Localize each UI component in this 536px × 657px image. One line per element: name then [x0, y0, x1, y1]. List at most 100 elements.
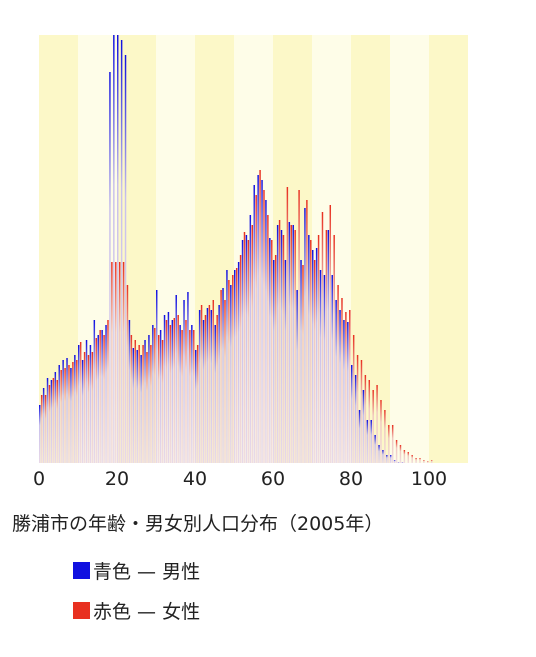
- bar: [177, 315, 179, 463]
- bar: [401, 462, 404, 463]
- bar: [278, 220, 281, 463]
- bar: [380, 400, 382, 463]
- bar: [60, 370, 62, 463]
- bar: [126, 285, 129, 463]
- bar: [124, 55, 127, 463]
- x-tick-label: 0: [33, 468, 45, 490]
- bar: [58, 365, 60, 463]
- bar: [333, 235, 335, 463]
- bar: [269, 238, 271, 463]
- bar: [99, 330, 101, 463]
- bar: [224, 300, 226, 463]
- bar: [343, 320, 345, 463]
- x-tick-label: 80: [339, 468, 363, 490]
- bar: [325, 230, 328, 463]
- bar: [276, 225, 279, 463]
- bar: [345, 312, 347, 463]
- bar: [335, 300, 337, 463]
- bar: [214, 325, 216, 463]
- bar: [117, 35, 119, 463]
- bar: [351, 365, 353, 463]
- bar: [191, 325, 193, 463]
- bar: [39, 405, 41, 463]
- bar: [134, 340, 137, 463]
- bar: [390, 455, 392, 463]
- bar: [183, 300, 185, 463]
- bar: [113, 35, 115, 463]
- bar: [352, 335, 355, 463]
- bar: [259, 170, 261, 463]
- bar: [251, 225, 254, 463]
- bar: [313, 260, 316, 463]
- bar: [103, 335, 105, 463]
- bar: [210, 310, 213, 463]
- bar: [319, 270, 322, 463]
- bar: [378, 445, 380, 463]
- x-tick-label: 100: [411, 468, 447, 490]
- legend-swatch: [73, 562, 90, 579]
- bar: [195, 350, 197, 463]
- bar: [87, 355, 90, 463]
- bar: [163, 315, 166, 463]
- bar: [72, 362, 74, 463]
- bar: [300, 260, 302, 463]
- bar: [78, 345, 80, 463]
- bar: [312, 250, 314, 463]
- bar: [360, 360, 363, 463]
- bar: [393, 460, 396, 463]
- bar: [232, 275, 234, 463]
- bar: [132, 348, 135, 463]
- legend-swatch: [73, 602, 90, 619]
- bar: [391, 425, 394, 463]
- bar: [74, 355, 76, 463]
- bar: [288, 222, 291, 463]
- bar: [403, 450, 406, 463]
- bar: [142, 345, 144, 463]
- bar: [329, 205, 332, 463]
- bar: [169, 325, 172, 463]
- bar: [399, 445, 402, 463]
- bar: [362, 390, 365, 463]
- bar: [206, 308, 209, 463]
- bar: [423, 460, 425, 463]
- bar: [354, 375, 357, 463]
- bar: [415, 458, 417, 463]
- stripe: [429, 35, 468, 463]
- bar: [97, 335, 99, 463]
- bar: [349, 310, 351, 463]
- bar: [323, 275, 326, 463]
- bar: [339, 310, 341, 463]
- bar: [159, 330, 162, 463]
- bar: [218, 305, 220, 463]
- bar: [337, 285, 339, 463]
- bar: [419, 458, 421, 463]
- bar: [70, 368, 72, 463]
- bars: [39, 35, 433, 463]
- bar: [368, 380, 371, 463]
- bar: [167, 312, 170, 463]
- bar: [228, 280, 230, 463]
- bar: [120, 40, 123, 463]
- bar: [241, 240, 244, 463]
- bar: [54, 372, 57, 463]
- bar: [56, 380, 59, 463]
- bar: [247, 240, 250, 463]
- bar: [257, 175, 259, 463]
- bar: [253, 185, 255, 463]
- bar: [101, 330, 103, 463]
- bar: [79, 342, 82, 463]
- bar: [407, 452, 410, 463]
- bar: [237, 262, 240, 463]
- bar: [179, 325, 181, 463]
- bar: [427, 461, 429, 463]
- bar: [255, 195, 257, 463]
- bar: [156, 290, 158, 463]
- bar: [152, 325, 154, 463]
- bar: [128, 320, 131, 463]
- bar: [144, 340, 146, 463]
- bar: [216, 315, 218, 463]
- stripe: [390, 35, 429, 463]
- bar: [220, 290, 222, 463]
- bar: [109, 72, 111, 463]
- bar: [115, 262, 117, 463]
